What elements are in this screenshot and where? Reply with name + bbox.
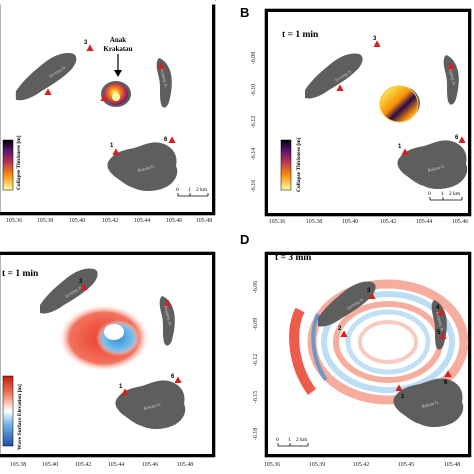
svg-text:Rakata Is.: Rakata Is.	[142, 401, 162, 411]
x-axis-ticks: 105.36 105.38 105.40 105.42 105.44 105.4…	[6, 218, 213, 224]
colorbar	[2, 375, 14, 447]
svg-text:105.38: 105.38	[306, 219, 323, 225]
svg-text:6: 6	[444, 380, 448, 386]
svg-text:-6.10: -6.10	[251, 84, 257, 97]
panel-d: D t = 3 min Sertung Is. Panjang Is. Raka…	[240, 232, 472, 468]
site-number: 6	[164, 137, 168, 143]
svg-text:-6.09: -6.09	[253, 318, 259, 331]
svg-text:1: 1	[119, 384, 123, 390]
time-label: t = 1 min	[2, 269, 39, 279]
island-name-rakata: Rakata Is.	[136, 163, 156, 173]
svg-text:6: 6	[171, 374, 175, 380]
collapse-slide	[379, 85, 419, 123]
svg-text:3: 3	[373, 36, 377, 42]
y-axis-ticks: -6.06 -6.09 -6.12 -6.15 -6.18	[253, 281, 259, 441]
x-axis-ticks: 105.38 105.40 105.42 105.44 105.46 105.4…	[10, 462, 194, 468]
colorbar-label: Collapse Thickness [m]	[16, 135, 22, 190]
svg-text:105.46: 105.46	[142, 462, 159, 468]
svg-text:105.45: 105.45	[398, 462, 415, 468]
panel-b: B t = 1 min Sertung Is. Panjang Is. Raka…	[240, 5, 472, 225]
svg-text:105.48: 105.48	[444, 462, 461, 468]
svg-text:105.44: 105.44	[108, 462, 125, 468]
svg-text:0: 0	[276, 437, 279, 443]
panel-letter: D	[240, 232, 249, 247]
svg-text:-6.08: -6.08	[251, 52, 257, 65]
svg-text:105.36: 105.36	[6, 218, 23, 224]
svg-text:1: 1	[188, 187, 191, 193]
y-axis-ticks: -6.08 -6.10 -6.12 -6.14 -6.16	[251, 52, 257, 193]
time-label: t = 1 min	[282, 30, 319, 40]
svg-text:-6.15: -6.15	[253, 391, 259, 404]
colorbar-label: Collapse Thickness [m]	[296, 137, 302, 192]
svg-text:105.48: 105.48	[177, 462, 194, 468]
panel-c: t = 1 min Sertung Is. Panjang Is. Rakata…	[0, 251, 216, 468]
svg-text:105.38: 105.38	[10, 462, 27, 468]
svg-text:105.42: 105.42	[353, 462, 370, 468]
svg-text:Panjang Is.: Panjang Is.	[447, 64, 457, 86]
site-number: 1	[110, 143, 114, 149]
svg-text:0: 0	[176, 187, 179, 193]
svg-text:-6.12: -6.12	[251, 116, 257, 129]
svg-text:Panjang Is.: Panjang Is.	[163, 304, 173, 326]
svg-text:4: 4	[436, 305, 440, 311]
svg-text:105.39: 105.39	[309, 462, 326, 468]
svg-text:-6.18: -6.18	[253, 428, 259, 441]
svg-text:1: 1	[398, 144, 402, 150]
svg-text:-6.12: -6.12	[253, 354, 259, 367]
svg-text:105.48: 105.48	[196, 218, 213, 224]
colorbar-label: Wave Surface Elevation [m]	[17, 384, 23, 450]
svg-text:2: 2	[338, 326, 342, 332]
svg-text:105.44: 105.44	[416, 219, 433, 225]
volcano-label-line1: Anak	[110, 36, 126, 44]
svg-text:2 km: 2 km	[196, 187, 208, 193]
svg-text:105.42: 105.42	[75, 462, 92, 468]
volcano-label-line2: Krakatau	[103, 45, 132, 53]
svg-text:-6.06: -6.06	[253, 281, 259, 294]
svg-text:1: 1	[441, 191, 444, 197]
svg-text:Panjang Is.: Panjang Is.	[435, 310, 445, 332]
svg-text:-6.16: -6.16	[251, 180, 257, 193]
svg-text:3: 3	[79, 279, 83, 285]
svg-text:1: 1	[401, 394, 405, 400]
island-name-panjang: Panjang Is.	[159, 66, 169, 88]
x-axis-ticks: 105.36 105.38 105.40 105.42 105.44 105.4…	[269, 219, 469, 225]
svg-text:-6.14: -6.14	[251, 148, 257, 161]
svg-text:2 km: 2 km	[449, 191, 461, 197]
svg-text:Rakata Is.: Rakata Is.	[420, 399, 440, 409]
svg-text:105.36: 105.36	[264, 462, 281, 468]
svg-text:5: 5	[437, 330, 441, 336]
svg-text:105.38: 105.38	[37, 218, 54, 224]
scale-bar: 0 1 2 km	[176, 187, 209, 197]
time-label: t = 3 min	[275, 253, 312, 263]
svg-text:105.40: 105.40	[69, 218, 86, 224]
svg-text:1: 1	[288, 437, 291, 443]
panel-a: Sertung Is. Panjang Is. Rakata Is. Anak …	[0, 0, 217, 224]
x-axis-ticks: 105.36 105.39 105.42 105.45 105.48	[264, 462, 461, 468]
scale-bar: 0 1 2 km	[428, 191, 463, 201]
svg-text:105.40: 105.40	[42, 462, 59, 468]
svg-text:105.42: 105.42	[380, 219, 397, 225]
svg-text:105.44: 105.44	[134, 218, 151, 224]
colorbar	[2, 139, 14, 191]
svg-text:105.40: 105.40	[342, 219, 359, 225]
svg-text:3: 3	[367, 288, 371, 294]
panel-letter: B	[240, 5, 249, 20]
svg-text:105.42: 105.42	[102, 218, 119, 224]
scale-bar: 0 1 2 km	[276, 437, 309, 447]
svg-text:105.36: 105.36	[269, 219, 286, 225]
site-number: 3	[84, 40, 88, 46]
svg-text:105.46: 105.46	[166, 218, 183, 224]
svg-text:Rakata Is.: Rakata Is.	[426, 163, 446, 173]
svg-text:105.46: 105.46	[452, 219, 469, 225]
svg-text:2 km: 2 km	[296, 437, 308, 443]
svg-text:6: 6	[455, 135, 459, 141]
svg-text:0: 0	[428, 191, 431, 197]
colorbar	[280, 139, 292, 191]
